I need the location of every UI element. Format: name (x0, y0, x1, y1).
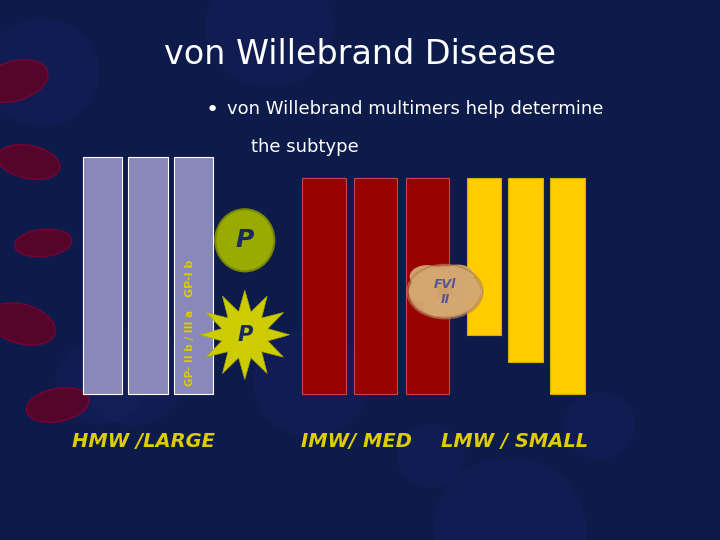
Ellipse shape (564, 392, 635, 458)
Ellipse shape (433, 457, 586, 540)
FancyBboxPatch shape (406, 178, 449, 394)
Ellipse shape (215, 209, 274, 271)
Ellipse shape (409, 281, 438, 302)
Text: GP-I b: GP-I b (185, 259, 195, 297)
Ellipse shape (0, 145, 60, 179)
FancyBboxPatch shape (354, 178, 397, 394)
Ellipse shape (409, 266, 481, 317)
Ellipse shape (206, 0, 333, 86)
Text: P: P (237, 325, 253, 345)
Ellipse shape (55, 340, 145, 424)
Ellipse shape (79, 326, 185, 426)
Text: von Willebrand Disease: von Willebrand Disease (164, 38, 556, 71)
FancyBboxPatch shape (128, 157, 168, 394)
Text: FVl
II: FVl II (433, 278, 456, 306)
Ellipse shape (0, 303, 55, 345)
Text: •: • (205, 100, 218, 120)
Ellipse shape (452, 281, 481, 302)
Ellipse shape (0, 60, 48, 102)
FancyBboxPatch shape (467, 178, 501, 335)
Text: LMW / SMALL: LMW / SMALL (441, 432, 588, 451)
Polygon shape (200, 290, 289, 380)
FancyBboxPatch shape (174, 157, 213, 394)
Text: HMW /LARGE: HMW /LARGE (73, 432, 215, 451)
Ellipse shape (442, 265, 474, 286)
Ellipse shape (397, 424, 465, 488)
Text: GP- II b / III a: GP- II b / III a (185, 310, 195, 386)
Ellipse shape (253, 329, 369, 437)
Ellipse shape (26, 388, 89, 422)
Ellipse shape (437, 295, 467, 315)
Text: IMW/ MED: IMW/ MED (301, 432, 412, 451)
Text: P: P (235, 228, 254, 252)
Text: the subtype: the subtype (251, 138, 359, 156)
Ellipse shape (14, 229, 72, 257)
FancyBboxPatch shape (550, 178, 585, 394)
FancyBboxPatch shape (508, 178, 543, 362)
Ellipse shape (410, 265, 444, 288)
Ellipse shape (423, 297, 452, 316)
Ellipse shape (0, 19, 99, 126)
FancyBboxPatch shape (302, 178, 346, 394)
FancyBboxPatch shape (83, 157, 122, 394)
Text: von Willebrand multimers help determine: von Willebrand multimers help determine (227, 100, 603, 118)
